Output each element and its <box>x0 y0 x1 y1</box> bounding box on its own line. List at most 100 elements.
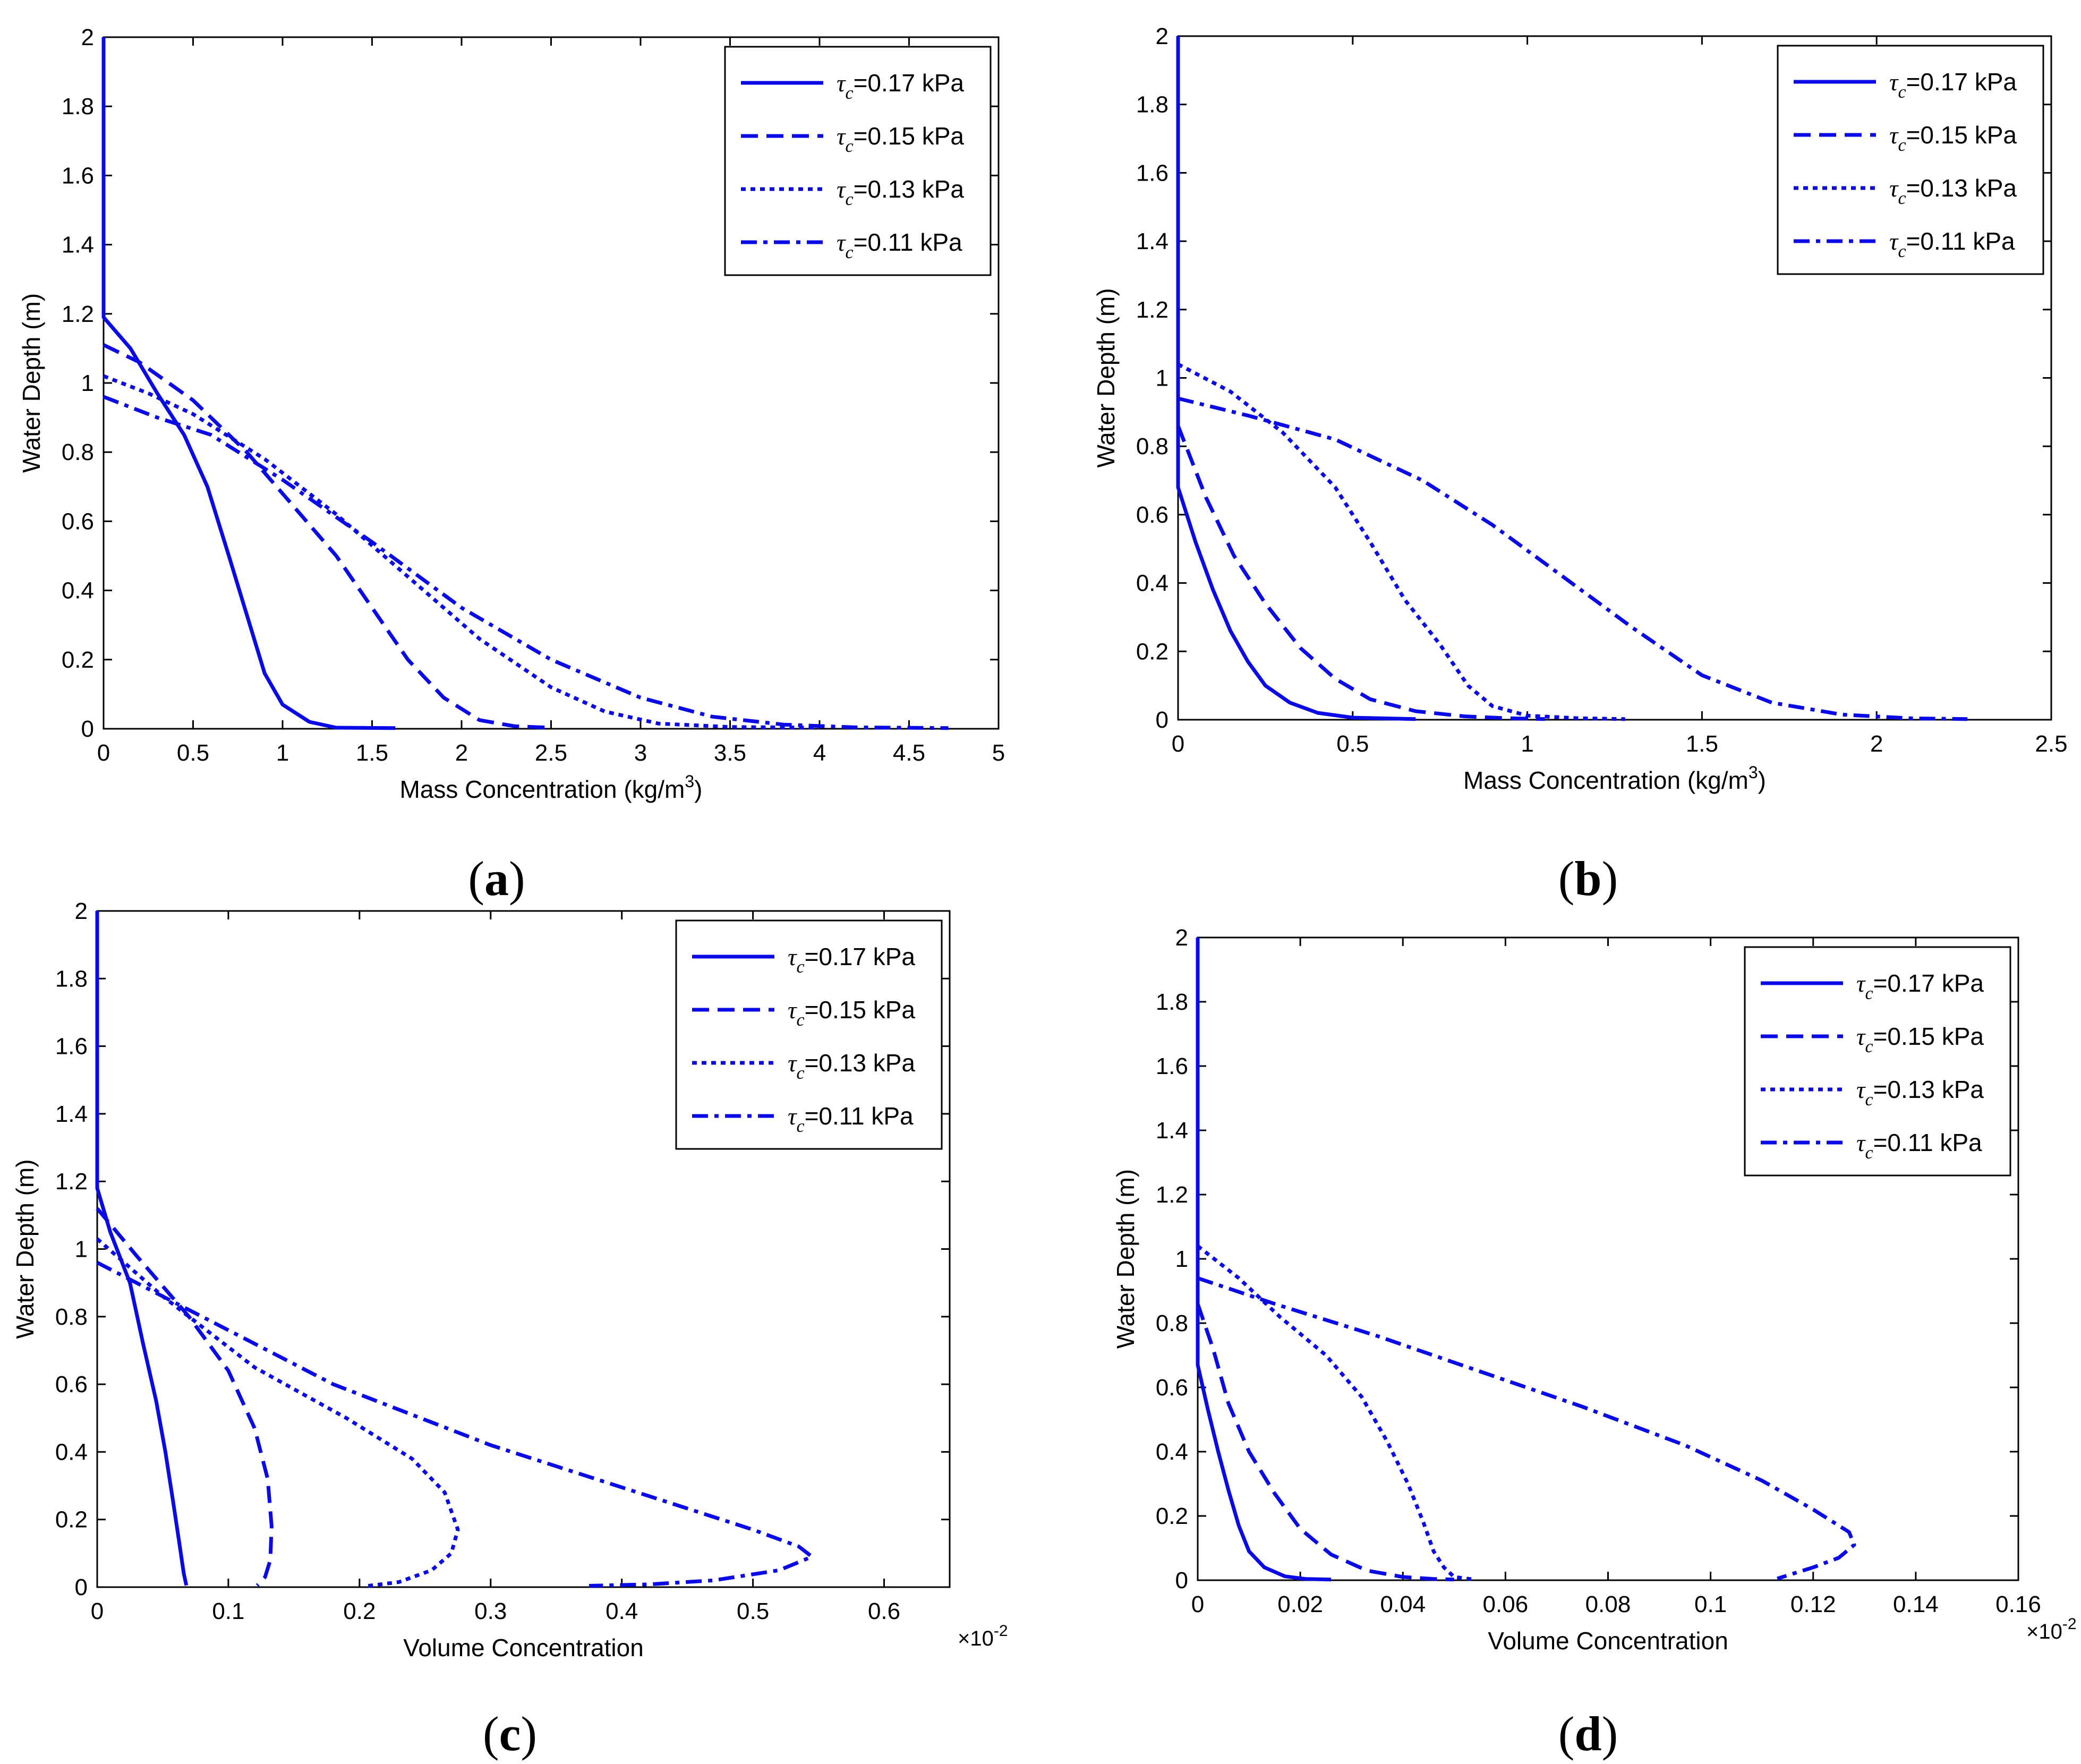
x-tick-label: 4.5 <box>893 740 925 766</box>
x-tick-label: 0.5 <box>177 740 209 766</box>
x-tick-label: 0.2 <box>343 1598 376 1624</box>
x-tick-label: 0 <box>97 740 110 766</box>
y-tick-label: 1.4 <box>1136 228 1169 254</box>
y-tick-label: 0 <box>1175 1567 1188 1593</box>
x-axis-exponent: ×10-2 <box>2026 1615 2077 1643</box>
x-axis-label: Mass Concentration (kg/m3) <box>1463 763 1766 794</box>
series-line-dotted <box>103 374 820 730</box>
legend-entry: τc=0.17 kPa <box>788 943 915 977</box>
series-line-dashdot <box>1197 1276 1856 1581</box>
x-tick-label: 3.5 <box>714 740 746 766</box>
y-tick-label: 0.6 <box>1156 1375 1188 1401</box>
x-tick-label: 0 <box>91 1598 104 1624</box>
series-line-dashed <box>1196 1303 1454 1582</box>
y-tick-label: 0.4 <box>55 1439 88 1465</box>
legend: τc=0.17 kPa τc=0.15 kPa τc=0.13 kPa τc=0.11… <box>724 46 992 276</box>
y-tick-label: 2 <box>1156 23 1169 49</box>
y-axis-label: Water Depth (m) <box>1092 288 1120 467</box>
y-tick-label: 0.8 <box>55 1304 88 1330</box>
legend-entry: τc=0.13 kPa <box>1889 174 2017 208</box>
y-tick-label: 1.6 <box>1136 160 1169 186</box>
legend-entry: τc=0.17 kPa <box>1889 68 2017 102</box>
y-axis-label: Water Depth (m) <box>18 293 45 473</box>
y-tick-label: 0.8 <box>1136 433 1169 459</box>
legend-box <box>675 919 943 1150</box>
y-tick-label: 1.2 <box>1156 1182 1188 1208</box>
legend-box <box>724 46 992 276</box>
legend: τc=0.17 kPa τc=0.15 kPa τc=0.13 kPa τc=0.11… <box>1777 45 2044 275</box>
x-tick-label: 0.4 <box>605 1598 638 1624</box>
y-tick-label: 2 <box>75 898 88 924</box>
legend-entry: τc=0.17 kPa <box>1856 969 1984 1003</box>
y-tick-label: 1.4 <box>55 1101 88 1127</box>
legend-entry: τc=0.15 kPa <box>1889 121 2017 155</box>
x-tick-label: 2.5 <box>2035 731 2067 757</box>
series-line-solid <box>1196 938 1332 1582</box>
x-tick-label: 1.5 <box>356 740 388 766</box>
x-tick-label: 0.6 <box>868 1598 900 1624</box>
x-tick-label: 0.06 <box>1483 1591 1529 1617</box>
x-tick-label: 5 <box>992 740 1005 766</box>
y-tick-label: 0.8 <box>62 439 94 465</box>
y-tick-label: 2 <box>1175 925 1188 951</box>
x-tick-label: 0.12 <box>1790 1591 1836 1617</box>
x-tick-label: 0.08 <box>1585 1591 1631 1617</box>
chart-panel-b: 0 0.5 1 1.5 2 2.5 0 0.2 0.4 0.6 0.8 1 1.2 1.4 1.6 1.8 2 M… <box>1092 23 2068 794</box>
legend-entry: τc=0.11 kPa <box>788 1102 914 1136</box>
legend-entry: τc=0.15 kPa <box>788 996 915 1030</box>
legend-entry: τc=0.11 kPa <box>837 228 962 262</box>
x-tick-label: 2 <box>1870 731 1883 757</box>
x-tick-label: 0.02 <box>1277 1591 1323 1617</box>
y-tick-label: 0.2 <box>55 1507 88 1533</box>
x-tick-label: 0.3 <box>474 1598 507 1624</box>
y-tick-label: 1.8 <box>1136 92 1169 118</box>
series-line-dashdot <box>103 395 949 730</box>
series-line-dotted <box>1177 362 1625 721</box>
y-tick-label: 0 <box>81 716 94 742</box>
series-line-solid <box>1176 36 1416 721</box>
legend-entry: τc=0.17 kPa <box>837 69 964 103</box>
legend-box <box>1777 45 2044 275</box>
x-tick-label: 0 <box>1172 731 1184 757</box>
legend-entry: τc=0.13 kPa <box>788 1049 915 1083</box>
panel-label-a: (a) <box>468 851 525 906</box>
x-tick-label: 0.5 <box>1336 731 1369 757</box>
series-line-dotted <box>1196 1245 1475 1582</box>
legend: τc=0.17 kPa τc=0.15 kPa τc=0.13 kPa τc=0.11… <box>1744 946 2011 1177</box>
y-tick-label: 1.2 <box>1136 297 1169 323</box>
y-axis-label: Water Depth (m) <box>1112 1169 1139 1349</box>
y-tick-label: 1.6 <box>62 163 94 189</box>
legend-box <box>1744 946 2011 1177</box>
y-tick-label: 1.8 <box>55 966 88 992</box>
legend-entry: τc=0.11 kPa <box>1856 1129 1982 1163</box>
y-tick-label: 0 <box>1156 707 1169 733</box>
y-tick-label: 1 <box>1175 1246 1188 1272</box>
y-tick-label: 0.2 <box>1156 1503 1188 1529</box>
y-tick-label: 2 <box>81 24 94 50</box>
y-tick-label: 0.2 <box>1136 638 1169 664</box>
x-tick-label: 4 <box>813 740 826 766</box>
chart-panel-c: 0 0.1 0.2 0.3 0.4 0.5 0.6 0 0.2 0.4 0.6 0.8 1 1.2 1.4 1… <box>11 898 1008 1661</box>
y-tick-label: 0.8 <box>1156 1310 1188 1336</box>
legend-entry: τc=0.15 kPa <box>837 122 964 156</box>
chart-panel-a: 0 0.5 1 1.5 2 2.5 3 3.5 4 4.5 5 0 0.2 0.4 0.6 0.8 1 1.2 1.… <box>18 24 1005 803</box>
y-tick-label: 0.4 <box>1136 570 1169 596</box>
y-axis-label: Water Depth (m) <box>11 1159 39 1339</box>
x-tick-label: 0.16 <box>1995 1591 2041 1617</box>
x-tick-label: 2.5 <box>535 740 567 766</box>
legend-entry: τc=0.11 kPa <box>1889 227 2015 261</box>
y-tick-label: 1.4 <box>62 232 94 258</box>
series-line-dashdot <box>1178 396 1968 721</box>
y-tick-label: 1 <box>75 1237 88 1263</box>
series-line-dashed <box>103 343 551 730</box>
legend-entry: τc=0.15 kPa <box>1856 1022 1984 1056</box>
legend-entry: τc=0.13 kPa <box>837 175 964 209</box>
y-tick-label: 1.4 <box>1156 1118 1188 1144</box>
x-axis-label: Volume Concentration <box>1488 1627 1728 1655</box>
x-axis-label: Volume Concentration <box>403 1634 644 1661</box>
series-line-dashdot <box>96 1260 814 1588</box>
y-tick-label: 1.2 <box>62 301 94 327</box>
x-tick-label: 1 <box>1521 731 1533 757</box>
y-tick-label: 1 <box>1156 365 1169 391</box>
